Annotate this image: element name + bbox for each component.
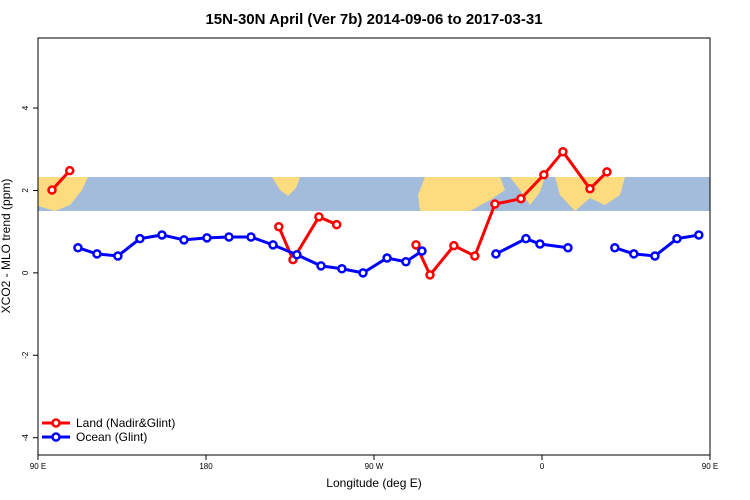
data-point bbox=[157, 230, 167, 240]
data-point bbox=[47, 185, 57, 195]
y-tick-label: -4 bbox=[21, 434, 30, 442]
data-point bbox=[316, 261, 326, 271]
data-point bbox=[610, 242, 620, 253]
data-point bbox=[179, 235, 189, 245]
data-point bbox=[382, 253, 392, 263]
data-point bbox=[449, 240, 459, 251]
y-axis-label: XCO2 - MLO trend (ppm) bbox=[0, 179, 13, 314]
y-tick-label: 4 bbox=[21, 105, 30, 110]
data-point bbox=[73, 242, 83, 253]
x-tick-label: 90 E bbox=[702, 462, 718, 471]
data-point bbox=[563, 242, 573, 253]
series-line bbox=[50, 149, 609, 278]
data-point bbox=[516, 193, 526, 204]
data-point bbox=[358, 268, 368, 278]
legend-marker bbox=[51, 432, 61, 442]
x-tick-label: 90 W bbox=[365, 462, 384, 471]
data-point bbox=[337, 264, 347, 274]
x-tick-label: 90 E bbox=[30, 462, 46, 471]
data-point bbox=[490, 199, 500, 209]
data-point bbox=[417, 246, 427, 256]
chart-title: 15N-30N April (Ver 7b) 2014-09-06 to 201… bbox=[205, 11, 542, 28]
data-point bbox=[650, 251, 660, 261]
data-point bbox=[135, 233, 145, 244]
data-point bbox=[558, 146, 568, 157]
data-point bbox=[202, 233, 212, 243]
data-point bbox=[411, 240, 421, 250]
x-tick-label: 0 bbox=[540, 462, 545, 471]
data-point bbox=[331, 219, 342, 230]
legend-label: Land (Nadir&Glint) bbox=[76, 416, 175, 430]
data-point bbox=[401, 256, 411, 267]
data-point bbox=[224, 232, 234, 242]
data-point bbox=[92, 249, 102, 259]
y-tick-label: 0 bbox=[21, 270, 30, 275]
data-point bbox=[491, 249, 501, 259]
data-point bbox=[470, 251, 480, 261]
data-point bbox=[314, 212, 324, 222]
data-point bbox=[521, 233, 531, 244]
data-point bbox=[585, 184, 595, 194]
plot-frame bbox=[37, 37, 711, 456]
data-point bbox=[672, 233, 682, 244]
data-point bbox=[629, 249, 639, 259]
y-tick-label: 2 bbox=[21, 188, 30, 193]
legend-label: Ocean (Glint) bbox=[76, 430, 147, 444]
data-point bbox=[292, 249, 302, 260]
data-point bbox=[268, 240, 278, 250]
data-point bbox=[246, 232, 256, 242]
y-tick-label: -2 bbox=[21, 351, 30, 359]
data-point bbox=[602, 167, 612, 177]
data-point bbox=[64, 165, 75, 176]
x-tick-label: 180 bbox=[199, 462, 213, 471]
data-point bbox=[694, 230, 704, 240]
data-point bbox=[535, 239, 545, 249]
legend-marker bbox=[51, 418, 61, 428]
x-axis-label: Longitude (deg E) bbox=[326, 476, 421, 490]
map-band bbox=[38, 177, 710, 211]
data-point bbox=[539, 170, 549, 180]
data-point bbox=[425, 270, 435, 280]
data-point bbox=[274, 221, 284, 232]
data-point bbox=[113, 251, 123, 261]
